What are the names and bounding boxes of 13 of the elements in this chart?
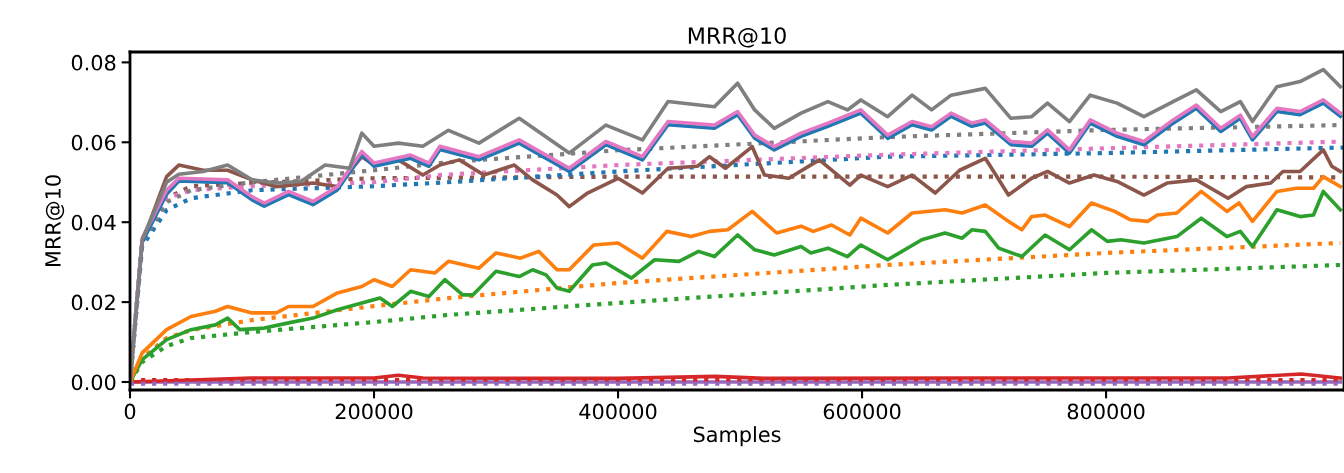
- x-tick-label: 0: [124, 403, 136, 420]
- y-tick-label: 0.02: [71, 294, 115, 311]
- x-tick-label: 800000: [1067, 403, 1145, 420]
- x-tick-label: 200000: [335, 403, 413, 420]
- y-tick-label: 0.04: [71, 214, 116, 231]
- x-axis-title: Samples: [693, 426, 781, 447]
- chart-title: MRR@10: [688, 27, 786, 48]
- x-tick-label: 600000: [823, 403, 901, 420]
- y-tick-label: 0.00: [71, 374, 116, 391]
- y-tick-label: 0.08: [71, 54, 116, 71]
- y-tick-label: 0.06: [71, 134, 116, 151]
- y-axis-title: MRR@10: [45, 175, 65, 267]
- x-tick-label: 400000: [579, 403, 657, 420]
